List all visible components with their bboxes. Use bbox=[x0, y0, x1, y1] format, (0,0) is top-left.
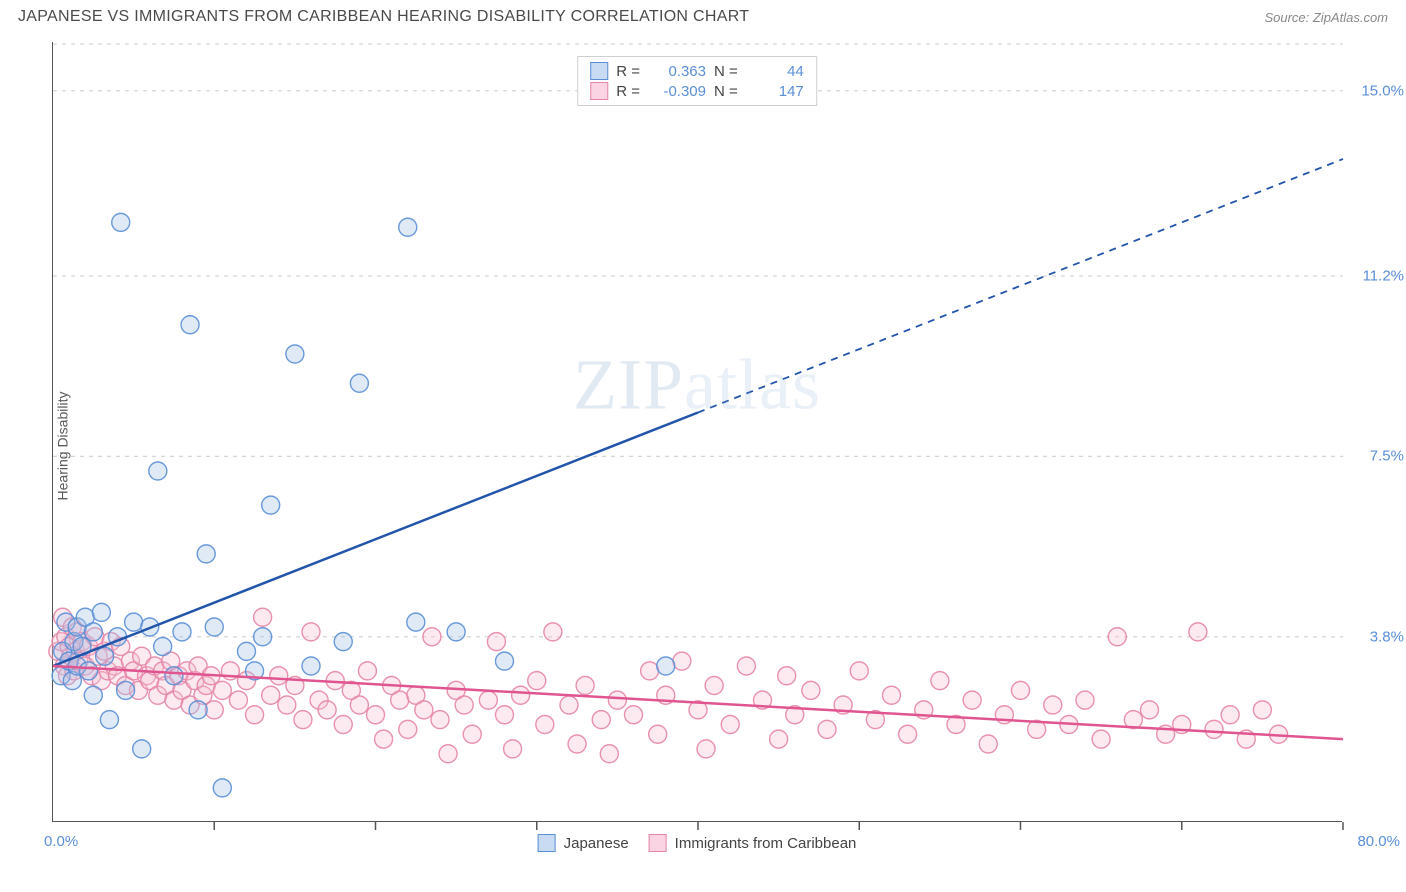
stats-row: R = -0.309 N = 147 bbox=[590, 81, 804, 101]
r-value: -0.309 bbox=[648, 83, 706, 100]
stats-row: R = 0.363 N = 44 bbox=[590, 61, 804, 81]
n-label: N = bbox=[714, 83, 738, 100]
legend-item: Japanese bbox=[538, 834, 629, 852]
swatch-icon bbox=[649, 834, 667, 852]
y-tick-label: 11.2% bbox=[1363, 268, 1404, 285]
chart-title: JAPANESE VS IMMIGRANTS FROM CARIBBEAN HE… bbox=[18, 8, 749, 26]
swatch-icon bbox=[590, 62, 608, 80]
n-value: 44 bbox=[746, 63, 804, 80]
swatch-icon bbox=[590, 82, 608, 100]
legend-label: Japanese bbox=[564, 835, 629, 852]
bottom-legend: Japanese Immigrants from Caribbean bbox=[538, 834, 857, 852]
r-label: R = bbox=[616, 83, 640, 100]
chart-source: Source: ZipAtlas.com bbox=[1264, 10, 1388, 25]
y-tick-label: 3.8% bbox=[1370, 628, 1404, 645]
legend-item: Immigrants from Caribbean bbox=[649, 834, 857, 852]
x-max-label: 80.0% bbox=[1357, 833, 1400, 850]
legend-label: Immigrants from Caribbean bbox=[675, 835, 857, 852]
stats-legend: R = 0.363 N = 44 R = -0.309 N = 147 bbox=[577, 56, 817, 106]
scatter-plot bbox=[52, 42, 1342, 822]
x-min-label: 0.0% bbox=[44, 833, 78, 850]
r-label: R = bbox=[616, 63, 640, 80]
n-value: 147 bbox=[746, 83, 804, 100]
y-tick-label: 7.5% bbox=[1370, 448, 1404, 465]
chart-area: ZIPatlas R = 0.363 N = 44 R = -0.309 N =… bbox=[52, 42, 1342, 822]
y-tick-label: 15.0% bbox=[1361, 82, 1404, 99]
chart-header: JAPANESE VS IMMIGRANTS FROM CARIBBEAN HE… bbox=[0, 0, 1406, 30]
swatch-icon bbox=[538, 834, 556, 852]
n-label: N = bbox=[714, 63, 738, 80]
r-value: 0.363 bbox=[648, 63, 706, 80]
